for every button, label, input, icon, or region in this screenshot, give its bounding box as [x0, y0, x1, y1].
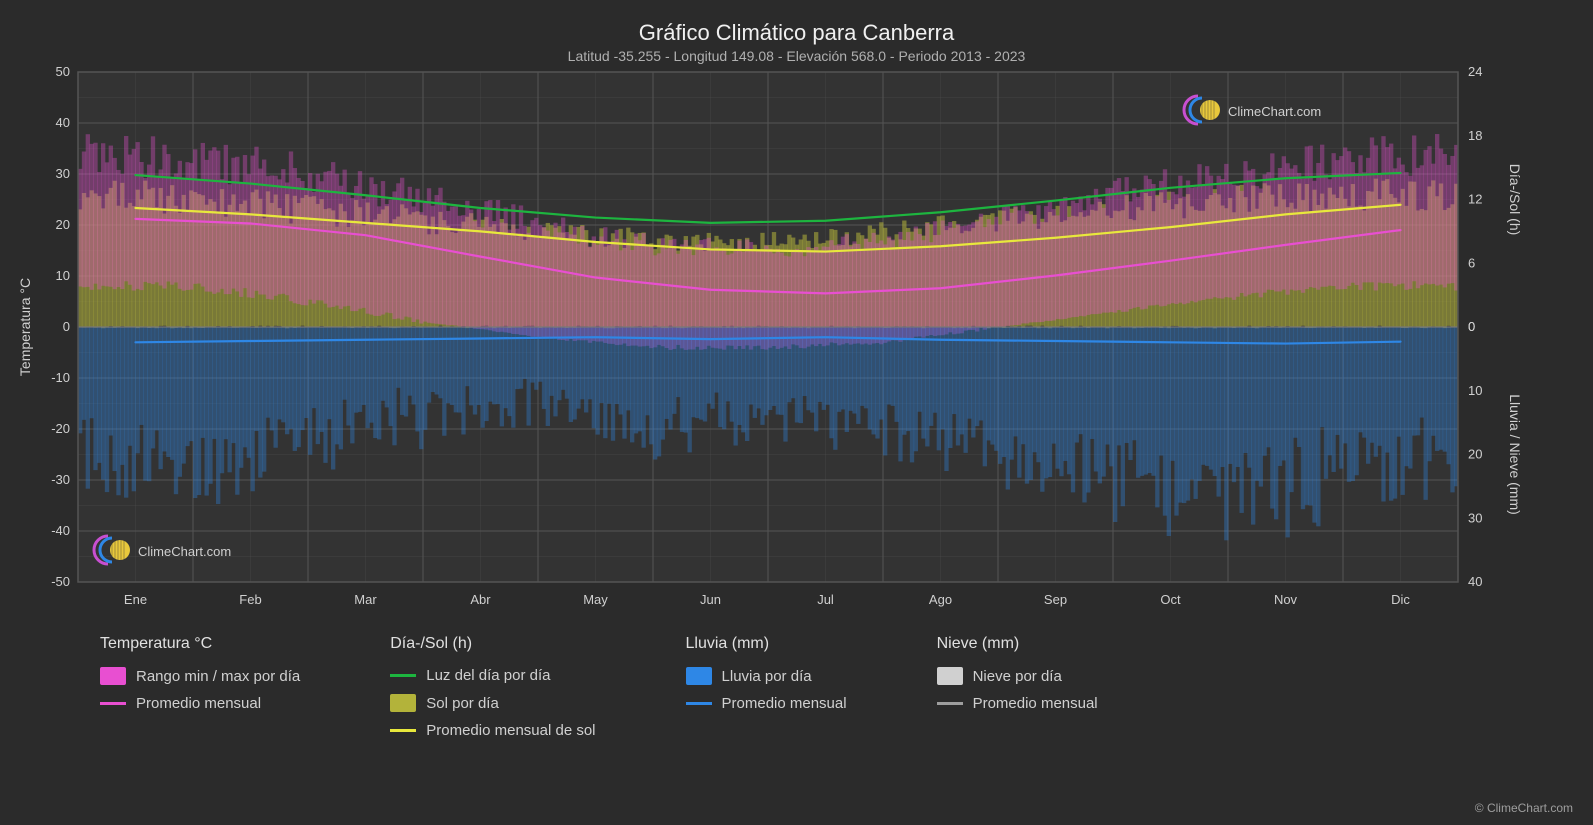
svg-text:Lluvia / Nieve (mm): Lluvia / Nieve (mm) [1507, 394, 1523, 515]
legend-item-label: Lluvia por día [722, 668, 812, 685]
svg-text:Oct: Oct [1160, 592, 1181, 607]
legend-item: Promedio mensual [686, 695, 847, 712]
svg-text:Día-/Sol (h): Día-/Sol (h) [1507, 164, 1523, 236]
svg-text:-40: -40 [51, 523, 70, 538]
svg-text:40: 40 [56, 115, 70, 130]
legend-item: Rango min / max por día [100, 667, 300, 685]
copyright-text: © ClimeChart.com [1475, 801, 1573, 815]
legend-item-label: Luz del día por día [426, 667, 550, 684]
legend-heading: Día-/Sol (h) [390, 635, 595, 653]
legend-heading: Lluvia (mm) [686, 635, 847, 653]
svg-text:6: 6 [1468, 255, 1475, 270]
svg-text:0: 0 [63, 319, 70, 334]
svg-text:24: 24 [1468, 64, 1482, 79]
svg-text:Nov: Nov [1274, 592, 1298, 607]
logo-text: ClimeChart.com [1228, 104, 1321, 119]
legend-item: Promedio mensual de sol [390, 722, 595, 739]
svg-text:30: 30 [1468, 510, 1482, 525]
svg-text:-30: -30 [51, 472, 70, 487]
legend-swatch-icon [390, 694, 416, 712]
svg-text:Dic: Dic [1391, 592, 1410, 607]
legend-line-icon [100, 702, 126, 705]
legend-item-label: Promedio mensual [973, 695, 1098, 712]
legend-item: Sol por día [390, 694, 595, 712]
svg-text:May: May [583, 592, 608, 607]
svg-text:Ene: Ene [124, 592, 147, 607]
svg-text:20: 20 [1468, 447, 1482, 462]
legend-item-label: Rango min / max por día [136, 668, 300, 685]
logo-text: ClimeChart.com [138, 544, 231, 559]
svg-text:-20: -20 [51, 421, 70, 436]
chart-container: Gráfico Climático para Canberra Latitud … [0, 0, 1593, 825]
chart-legend: Temperatura °C Rango min / max por día Pro… [100, 635, 1098, 739]
legend-group: Lluvia (mm) Lluvia por día Promedio mensua… [686, 635, 847, 739]
legend-item-label: Promedio mensual [722, 695, 847, 712]
legend-swatch-icon [937, 667, 963, 685]
svg-text:0: 0 [1468, 319, 1475, 334]
legend-group: Nieve (mm) Nieve por día Promedio mensual [937, 635, 1098, 739]
legend-swatch-icon [100, 667, 126, 685]
legend-group: Temperatura °C Rango min / max por día Pro… [100, 635, 300, 739]
svg-text:Jun: Jun [700, 592, 721, 607]
legend-heading: Temperatura °C [100, 635, 300, 653]
svg-text:30: 30 [56, 166, 70, 181]
svg-text:20: 20 [56, 217, 70, 232]
svg-text:-50: -50 [51, 574, 70, 589]
svg-text:Sep: Sep [1044, 592, 1067, 607]
svg-text:Ago: Ago [929, 592, 952, 607]
svg-text:12: 12 [1468, 192, 1482, 207]
svg-text:10: 10 [56, 268, 70, 283]
legend-line-icon [390, 674, 416, 677]
svg-text:50: 50 [56, 64, 70, 79]
legend-item: Promedio mensual [100, 695, 300, 712]
legend-line-icon [390, 729, 416, 732]
svg-text:10: 10 [1468, 383, 1482, 398]
svg-text:40: 40 [1468, 574, 1482, 589]
svg-text:-10: -10 [51, 370, 70, 385]
legend-swatch-icon [686, 667, 712, 685]
legend-item: Promedio mensual [937, 695, 1098, 712]
legend-item-label: Sol por día [426, 695, 499, 712]
legend-line-icon [937, 702, 963, 705]
svg-text:Abr: Abr [470, 592, 491, 607]
legend-item-label: Promedio mensual [136, 695, 261, 712]
legend-item: Lluvia por día [686, 667, 847, 685]
legend-item-label: Promedio mensual de sol [426, 722, 595, 739]
legend-line-icon [686, 702, 712, 705]
legend-heading: Nieve (mm) [937, 635, 1098, 653]
svg-text:Feb: Feb [239, 592, 261, 607]
svg-text:18: 18 [1468, 128, 1482, 143]
legend-item: Nieve por día [937, 667, 1098, 685]
svg-text:Mar: Mar [354, 592, 377, 607]
svg-text:Jul: Jul [817, 592, 834, 607]
legend-group: Día-/Sol (h) Luz del día por día Sol por d… [390, 635, 595, 739]
legend-item-label: Nieve por día [973, 668, 1062, 685]
svg-text:Temperatura °C: Temperatura °C [17, 278, 33, 376]
legend-item: Luz del día por día [390, 667, 595, 684]
chart-plot: -50 -40 -30 -20 -10 0 10 20 30 40 50 Temperatura °C… [0, 0, 1593, 620]
